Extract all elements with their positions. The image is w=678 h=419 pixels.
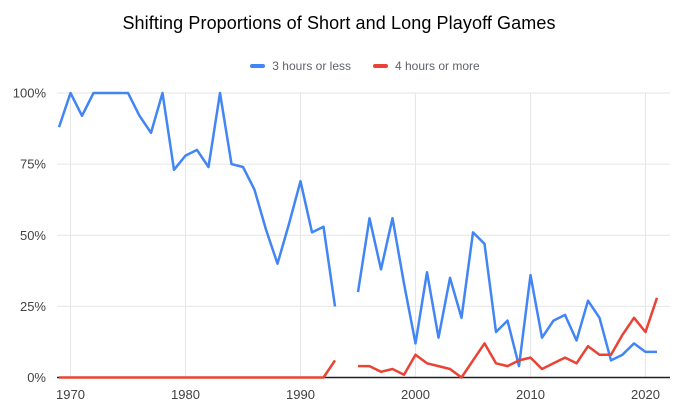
legend-item-4-hours-or-more: 4 hours or more xyxy=(373,59,480,73)
x-axis-tick-label: 1990 xyxy=(286,387,315,402)
legend-swatch-red-icon xyxy=(373,63,388,69)
legend-item-3-hours-or-less: 3 hours or less xyxy=(250,59,351,73)
y-axis-tick-label: 25% xyxy=(20,299,46,314)
legend-swatch-blue-icon xyxy=(250,63,266,69)
y-axis-tick-label: 100% xyxy=(13,86,47,101)
legend-label-3-hours-or-less: 3 hours or less xyxy=(272,59,351,73)
y-axis-tick-label: 0% xyxy=(27,370,46,385)
chart-title: Shifting Proportions of Short and Long P… xyxy=(122,13,556,33)
series-line-4-hours-or-more xyxy=(59,297,659,379)
x-axis-tick-label: 2020 xyxy=(631,387,660,402)
series-line-3-hours-or-less xyxy=(57,91,657,368)
legend-label-4-hours-or-more: 4 hours or more xyxy=(395,59,480,73)
x-axis-tick-label: 2000 xyxy=(401,387,430,402)
y-axis-tick-label: 75% xyxy=(20,157,46,172)
x-axis-tick-label: 2010 xyxy=(516,387,545,402)
chart-legend: 3 hours or less 4 hours or more xyxy=(26,58,678,74)
x-axis-tick-label: 1970 xyxy=(56,387,85,402)
x-axis-tick-label: 1980 xyxy=(171,387,200,402)
y-axis-tick-label: 50% xyxy=(20,228,46,243)
